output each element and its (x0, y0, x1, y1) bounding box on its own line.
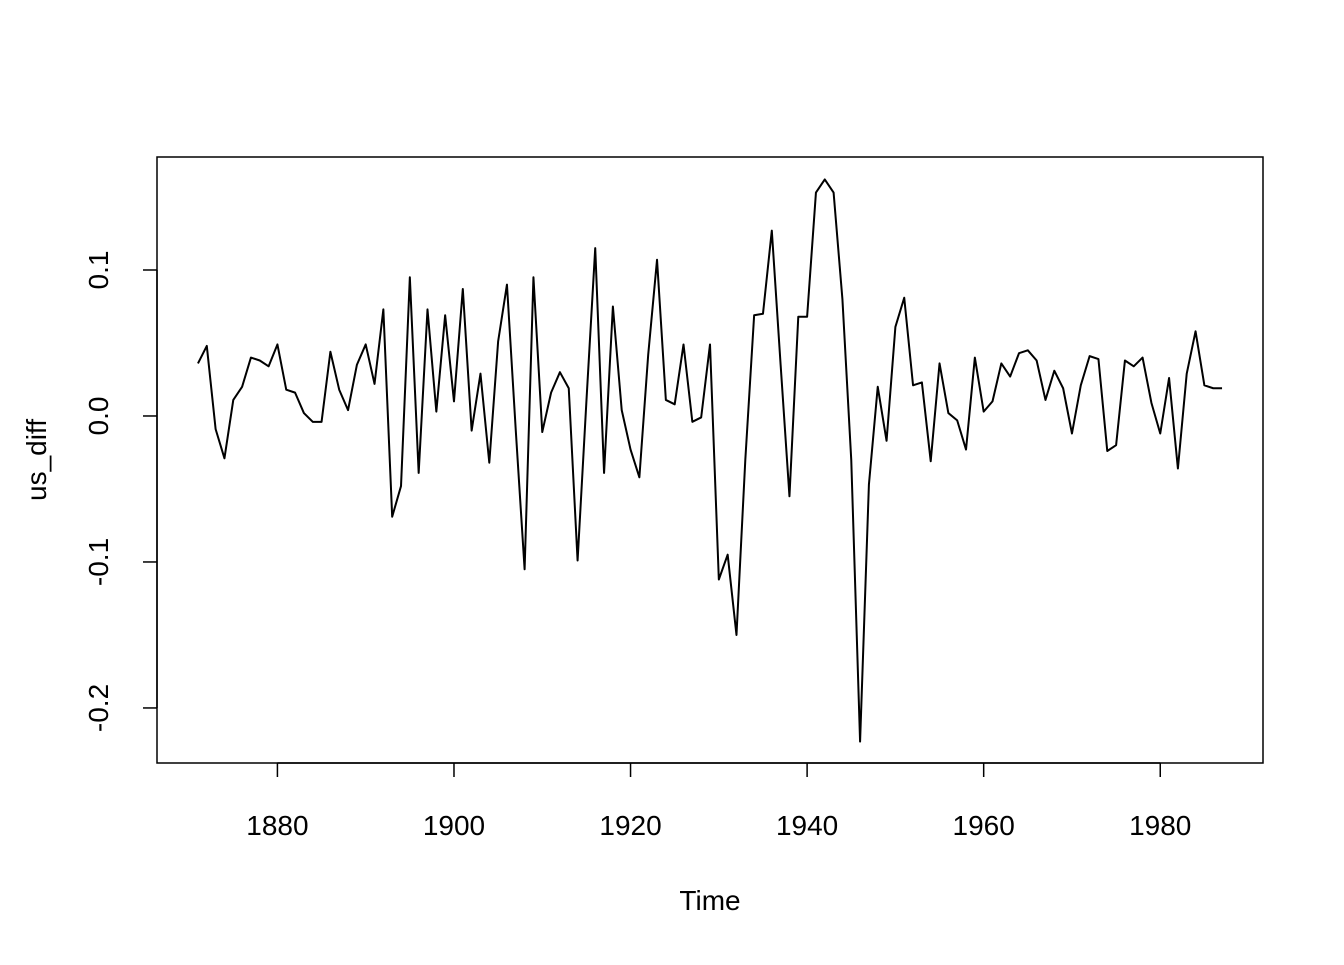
series-line (197, 178, 1223, 743)
x-tick-label: 1980 (1129, 810, 1191, 841)
y-tick-label: -0.1 (83, 538, 114, 586)
y-axis-label: us_diff (21, 419, 52, 501)
x-tick-label: 1960 (953, 810, 1015, 841)
x-tick-label: 1920 (599, 810, 661, 841)
x-tick-label: 1880 (246, 810, 308, 841)
x-axis-label: Time (679, 885, 740, 916)
y-tick-label: 0.0 (83, 397, 114, 436)
x-tick-label: 1900 (423, 810, 485, 841)
plot-box (156, 156, 1264, 764)
x-tick-label: 1940 (776, 810, 838, 841)
y-tick-label: 0.1 (83, 251, 114, 290)
y-tick-label: -0.2 (83, 684, 114, 732)
